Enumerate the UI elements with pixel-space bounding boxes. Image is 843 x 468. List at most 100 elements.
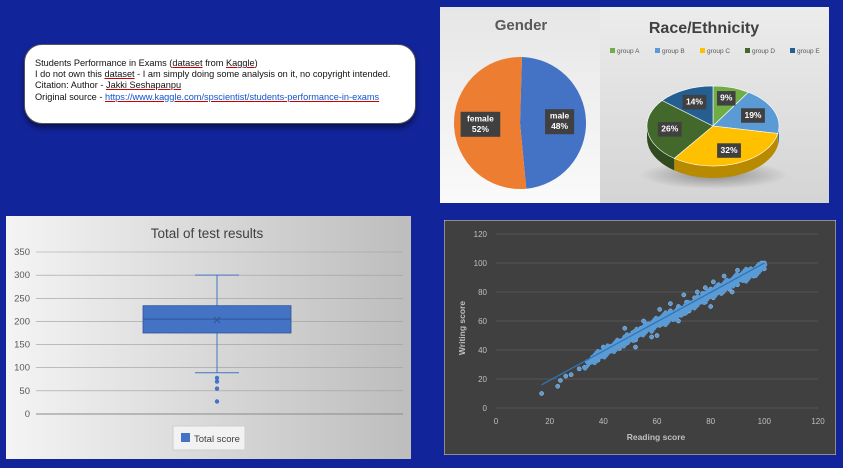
scatter-point [711, 279, 716, 285]
race-label-group-C: 32% [721, 145, 738, 155]
scatter-point [641, 318, 646, 324]
scatter-ytick-label: 40 [478, 346, 487, 355]
scatter-point [539, 391, 544, 396]
race-label-group-C-bg [717, 143, 741, 158]
race-title: Race/Ethnicity [649, 20, 759, 37]
scatter-point [708, 304, 714, 309]
scatter-point [654, 333, 660, 338]
race-legend-label: group E [797, 48, 820, 55]
scatter-plot-panel: 0 20 40 60 80 100 120 0 20 40 60 80 100 120 Reading s… [444, 220, 836, 455]
scatter-point [657, 307, 663, 312]
race-label-group-A-bg [716, 91, 736, 106]
box-ytick-label: 300 [14, 270, 30, 281]
info-line-3: Citation: Author - Jakki Seshapanpu [35, 80, 182, 91]
race-label-group-B: 19% [744, 110, 761, 120]
scatter-bg [444, 220, 836, 455]
box-ytick-label: 200 [14, 316, 30, 327]
box-outlier [214, 375, 220, 381]
race-legend-swatch [655, 48, 660, 53]
gender-label-female: 52% [472, 124, 489, 134]
race-legend-label: group A [617, 48, 640, 55]
gender-label-male: male [550, 111, 570, 121]
scatter-ytick-label: 60 [478, 317, 487, 326]
race-side-group-D [647, 126, 675, 171]
info-line-2: I do not own this dataset - I am simply … [35, 69, 391, 80]
scatter-point [558, 378, 563, 383]
scatter-point [735, 267, 740, 273]
race-legend-label: group D [752, 48, 775, 55]
box-ytick-label: 0 [25, 409, 30, 420]
scatter-xtick-label: 60 [653, 417, 662, 426]
race-legend-swatch [790, 48, 795, 53]
scatter-point [681, 292, 687, 298]
scatter-point [729, 289, 735, 295]
box-legend-label: Total score [194, 434, 240, 445]
gender-label-female-bg [460, 111, 501, 137]
info-box: Students Performance in Exams (dataset f… [24, 44, 416, 124]
scatter-ytick-label: 0 [483, 404, 488, 413]
box-outlier [214, 386, 220, 391]
scatter-point [649, 334, 654, 340]
scatter-xtick-label: 120 [811, 417, 825, 426]
info-line-1: Students Performance in Exams (dataset f… [35, 58, 258, 68]
scatter-point [555, 383, 561, 389]
race-legend-swatch [610, 48, 615, 53]
scatter-ylabel: Writing score [457, 301, 467, 355]
box-outlier [214, 399, 220, 404]
box-outlier [214, 379, 220, 384]
box-plot [142, 274, 292, 404]
source-link[interactable]: https://www.kaggle.com/spscientist/stude… [104, 91, 380, 102]
box-ytick-label: 250 [14, 293, 30, 304]
scatter-ytick-label: 20 [478, 375, 487, 384]
race-label-group-A: 9% [720, 93, 733, 103]
gender-title: Gender [495, 17, 548, 34]
box-ytick-label: 100 [14, 363, 30, 374]
race-legend: group A group B group C group D group E [610, 48, 820, 55]
gender-label-female: female [467, 113, 494, 123]
box-mean-marker [213, 316, 221, 324]
race-legend-swatch [745, 48, 750, 53]
box-plot-panel: Total of test results 0 50 100 150 200 250 300… [6, 216, 411, 459]
scatter-ytick-label: 120 [474, 230, 488, 239]
scatter-xlabel: Reading score [627, 432, 686, 442]
scatter-point [563, 373, 569, 379]
scatter-point [668, 301, 673, 306]
scatter-point [568, 372, 574, 377]
scatter-points [539, 260, 768, 396]
scatter-point [576, 366, 582, 372]
race-side-group-C [674, 133, 778, 179]
scatter-xtick-label: 0 [494, 417, 499, 426]
info-line-4: Original source - https://www.kaggle.com… [35, 91, 380, 102]
scatter-point [702, 285, 708, 291]
box-legend-swatch [181, 433, 190, 442]
box-ytick-label: 150 [14, 340, 30, 351]
scatter-xtick-label: 100 [758, 417, 772, 426]
race-legend-label: group B [662, 48, 685, 55]
box-plot-title: Total of test results [151, 226, 264, 241]
race-label-group-E: 14% [686, 96, 703, 106]
box-ytick-label: 350 [14, 247, 30, 258]
scatter-ytick-label: 100 [474, 259, 488, 268]
race-label-group-B-bg [741, 108, 765, 123]
scatter-trendline [541, 262, 765, 386]
scatter-xtick-label: 20 [545, 417, 554, 426]
scatter-point [622, 325, 628, 331]
gender-label-male-bg [545, 109, 575, 135]
scatter-xtick-label: 80 [706, 417, 715, 426]
race-legend-swatch [700, 48, 705, 53]
gender-label-male: 48% [551, 121, 568, 131]
scatter-point [721, 273, 727, 279]
box-axis: 0 50 100 150 200 250 300 350 [14, 247, 403, 420]
scatter-xtick-label: 40 [599, 417, 608, 426]
race-legend-label: group C [707, 48, 730, 55]
scatter-ytick-label: 80 [478, 288, 487, 297]
box-ytick-label: 50 [19, 386, 30, 397]
race-label-group-E-bg [682, 94, 707, 110]
scatter-point [694, 289, 700, 295]
scatter-point [633, 344, 638, 350]
race-label-group-D-bg [657, 122, 682, 137]
race-label-group-D: 26% [661, 124, 678, 134]
race-pie: 9% 19% 32% 26% 14% [646, 85, 780, 179]
